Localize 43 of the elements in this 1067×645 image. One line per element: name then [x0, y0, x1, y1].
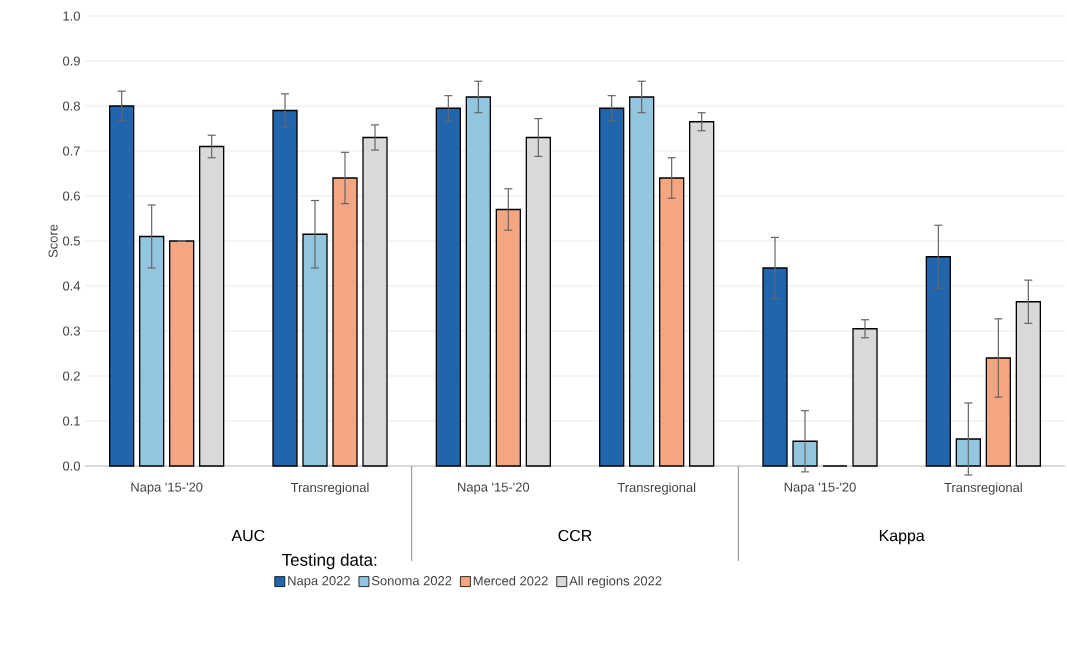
y-tick-label: 1.0: [63, 11, 80, 21]
bar: [465, 96, 491, 467]
y-tick-label: 0.0: [62, 461, 80, 471]
bar: [599, 107, 625, 467]
x-tick-label: Napa '15-'20: [458, 482, 530, 495]
x-tick-label: Napa '15-'20: [784, 482, 856, 495]
y-tick-label: 0.6: [62, 191, 80, 201]
y-tick-label: 0.8: [62, 101, 80, 111]
bar: [659, 177, 685, 467]
y-tick-label: 0.3: [62, 326, 80, 336]
bar: [272, 109, 298, 467]
y-tick-label: 0.9: [62, 56, 80, 66]
bar: [985, 357, 1011, 467]
bar: [925, 256, 951, 467]
text: Kappa: [879, 530, 925, 545]
y-tick-label: 0.1: [62, 416, 80, 426]
bar: [109, 105, 135, 467]
y-tick-label: 0.5: [62, 236, 80, 246]
bar: [139, 235, 165, 467]
bar: [169, 240, 195, 467]
x-tick-label: Transregional: [617, 482, 696, 495]
y-tick-label: 0.4: [62, 281, 81, 291]
bar: [435, 107, 461, 467]
text: AUC: [231, 529, 265, 542]
y-axis-title: Score: [48, 224, 58, 258]
legend-title: Testing data:: [282, 553, 377, 570]
bar: [955, 438, 981, 467]
bar: [629, 96, 655, 467]
legend-label: Sonoma 2022: [371, 576, 452, 586]
bar: [302, 233, 328, 467]
x-tick-label: Transregional: [944, 482, 1022, 495]
bar: [332, 177, 358, 467]
bar: [495, 208, 521, 467]
x-tick-label: Transregional: [290, 482, 369, 495]
bar: [762, 267, 788, 467]
text: CCR: [558, 529, 592, 542]
legend-label: Napa 2022: [288, 576, 350, 588]
x-tick-label: Napa '15-'20: [131, 482, 203, 495]
y-tick-label: 0.2: [62, 371, 80, 381]
bar: [792, 440, 818, 467]
legend-label: Merced 2022: [473, 575, 548, 586]
legend-label: All regions 2022: [569, 575, 662, 589]
y-tick-label: 0.7: [62, 146, 80, 156]
